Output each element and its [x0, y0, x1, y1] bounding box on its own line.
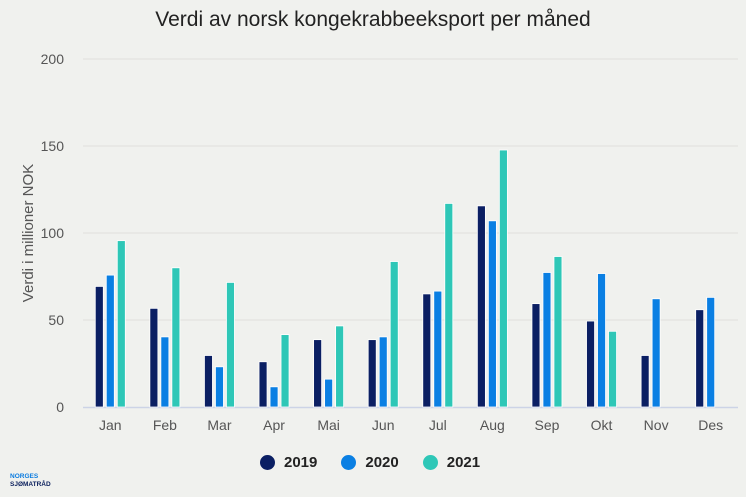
x-tick-label: Nov	[644, 417, 669, 433]
bar-2020-Mar	[215, 366, 224, 408]
bar-2019-Des	[695, 309, 705, 408]
bar-2019-Nov	[640, 355, 650, 408]
bar-2021-Aug	[498, 149, 508, 408]
y-tick-label: 100	[41, 225, 65, 241]
y-tick-label: 0	[56, 399, 64, 415]
bar-2021-Jun	[389, 261, 399, 408]
legend-label: 2021	[446, 454, 481, 471]
bar-2019-Okt	[586, 320, 595, 408]
bar-2021-Sep	[553, 256, 563, 408]
legend-item-2019[interactable]: 2019	[260, 454, 317, 471]
bar-2019-Mar	[204, 355, 213, 408]
legend-item-2020[interactable]: 2020	[341, 454, 399, 471]
legend-item-2021[interactable]: 2021	[422, 454, 481, 471]
bar-2020-Jul	[433, 290, 443, 408]
x-tick-label: Apr	[263, 417, 285, 433]
bar-2019-Feb	[149, 307, 159, 408]
chart-title: Verdi av norsk kongekrabbeeksport per må…	[155, 8, 591, 31]
legend-marker	[422, 455, 438, 470]
bar-2021-Mai	[335, 325, 345, 408]
y-tick-label: 150	[41, 138, 65, 154]
x-tick-label: Sep	[534, 417, 559, 433]
y-tick-label: 200	[41, 51, 65, 67]
bar-2020-Des	[706, 296, 716, 408]
bar-2020-Jan	[105, 274, 115, 408]
logo-line2: SJØMATRÅD	[10, 481, 51, 488]
bar-2019-Mai	[313, 339, 323, 408]
x-tick-label: Mai	[317, 417, 340, 433]
x-tick-label: Jul	[429, 417, 447, 433]
bar-2020-Mai	[324, 378, 334, 408]
x-tick-label: Jun	[372, 417, 395, 433]
bar-2019-Sep	[531, 303, 541, 408]
bar-2019-Jun	[367, 339, 377, 408]
bar-2020-Feb	[160, 336, 170, 408]
x-tick-label: Feb	[153, 417, 177, 433]
bar-2020-Sep	[542, 272, 552, 408]
bar-2021-Jan	[116, 240, 126, 408]
bar-2020-Nov	[651, 298, 661, 408]
bar-2020-Jun	[378, 336, 388, 408]
bar-2019-Aug	[476, 205, 486, 408]
logo-line1: NORGES	[10, 473, 39, 480]
bar-2019-Jan	[94, 286, 104, 408]
bar-2021-Mar	[226, 282, 235, 408]
bar-2020-Okt	[597, 273, 606, 408]
bar-2020-Apr	[269, 386, 279, 408]
x-tick-label: Aug	[480, 417, 505, 433]
bar-2019-Jul	[422, 293, 432, 408]
y-axis-label: Verdi i millioner NOK	[20, 164, 37, 302]
x-tick-label: Des	[698, 417, 723, 433]
bar-2019-Apr	[258, 361, 268, 408]
legend-label: 2020	[365, 454, 399, 471]
legend-marker	[260, 455, 275, 470]
legend-label: 2019	[284, 454, 318, 471]
bar-2021-Jul	[444, 203, 454, 408]
legend: 2019 2020 2021	[260, 454, 480, 471]
bar-2020-Aug	[487, 220, 497, 408]
x-tick-label: Okt	[591, 417, 613, 433]
norges-sjomatrad-logo: NORGES SJØMATRÅD	[10, 473, 51, 489]
x-tick-label: Jan	[99, 417, 122, 433]
bar-2021-Okt	[608, 330, 617, 408]
bar-2021-Apr	[280, 334, 290, 408]
x-tick-label: Mar	[207, 417, 231, 433]
bar-2021-Feb	[171, 267, 181, 408]
legend-marker	[341, 455, 357, 470]
y-tick-label: 50	[48, 312, 64, 328]
